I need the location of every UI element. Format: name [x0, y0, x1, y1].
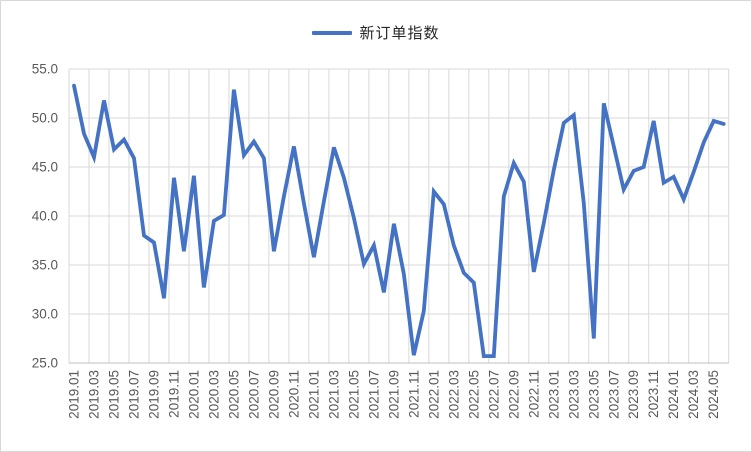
y-axis-tick-label: 25.0	[32, 356, 58, 371]
x-axis-tick-label: 2022.05	[466, 370, 481, 419]
x-axis-tick-label: 2019.11	[166, 370, 181, 418]
x-axis-tick-label: 2021.05	[346, 370, 361, 419]
x-axis-tick-label: 2022.07	[486, 370, 501, 419]
x-axis-tick-label: 2021.07	[366, 370, 381, 419]
x-axis-tick-label: 2020.01	[186, 370, 201, 419]
x-axis-tick-label: 2020.05	[226, 370, 241, 419]
x-axis-tick-label: 2024.01	[666, 370, 681, 419]
y-axis-tick-label: 35.0	[32, 258, 58, 273]
x-axis-tick-label: 2020.07	[246, 370, 261, 419]
x-axis-tick-label: 2019.01	[66, 370, 81, 419]
x-axis-tick-label: 2024.03	[686, 370, 701, 419]
x-axis-tick-label: 2019.03	[86, 370, 101, 419]
series-line-新订单指数	[72, 83, 726, 359]
y-axis-tick-label: 40.0	[32, 209, 58, 224]
x-axis-tick-label: 2023.05	[586, 370, 601, 419]
y-axis-tick-label: 45.0	[32, 160, 58, 175]
x-axis-tick-label: 2022.09	[506, 370, 521, 419]
x-axis-tick-label: 2021.01	[306, 370, 321, 419]
x-axis-tick-label: 2021.09	[386, 370, 401, 419]
x-axis-tick-label: 2019.09	[146, 370, 161, 419]
x-axis-tick-label: 2021.11	[406, 370, 421, 418]
y-axis-tick-label: 30.0	[32, 307, 58, 322]
x-axis-tick-label: 2019.05	[106, 370, 121, 419]
x-axis-tick-label: 2023.09	[626, 370, 641, 419]
x-axis-tick-label: 2022.03	[446, 370, 461, 419]
y-axis-tick-label: 50.0	[32, 111, 58, 126]
x-axis-tick-label: 2023.11	[646, 370, 661, 418]
x-axis-tick-label: 2021.03	[326, 370, 341, 419]
x-axis-tick-label: 2023.07	[606, 370, 621, 419]
x-axis-tick-label: 2022.01	[426, 370, 441, 419]
x-axis-tick-label: 2020.03	[206, 370, 221, 419]
x-axis-tick-label: 2024.05	[706, 370, 721, 419]
x-axis-tick-label: 2022.11	[526, 370, 541, 418]
x-axis-tick-label: 2020.11	[286, 370, 301, 418]
x-axis-tick-label: 2023.01	[546, 370, 561, 419]
x-axis-tick-label: 2020.09	[266, 370, 281, 419]
y-axis-tick-label: 55.0	[32, 62, 58, 77]
x-axis-tick-label: 2023.03	[566, 370, 581, 419]
x-axis-tick-label: 2019.07	[126, 370, 141, 419]
